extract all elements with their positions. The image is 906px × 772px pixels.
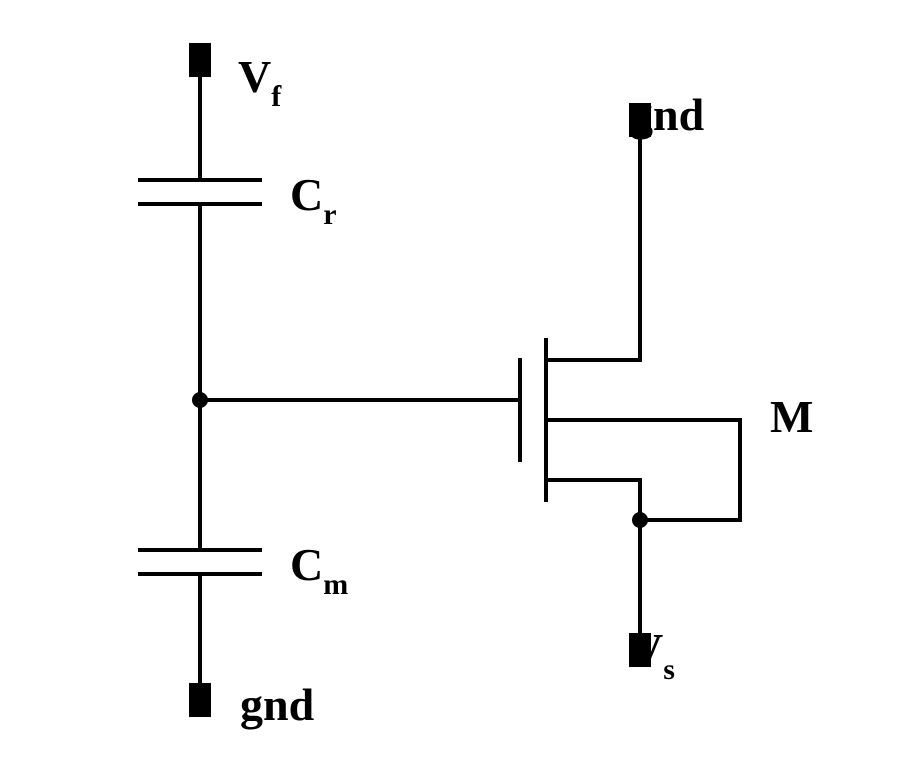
label-vf: Vf (238, 51, 282, 113)
label-cm: Cm (290, 539, 348, 601)
label-gnd-top: gnd (630, 89, 705, 140)
terminal-vf (189, 43, 211, 77)
label-vs: Vs (630, 624, 675, 686)
label-m: M (770, 391, 813, 442)
label-gnd-bottom: gnd (240, 679, 315, 730)
circuit-schematic: VfCr Cm gnd gnd Vs M (0, 0, 906, 772)
label-cr: Cr (290, 169, 337, 231)
terminal-gnd-bottom (189, 683, 211, 717)
